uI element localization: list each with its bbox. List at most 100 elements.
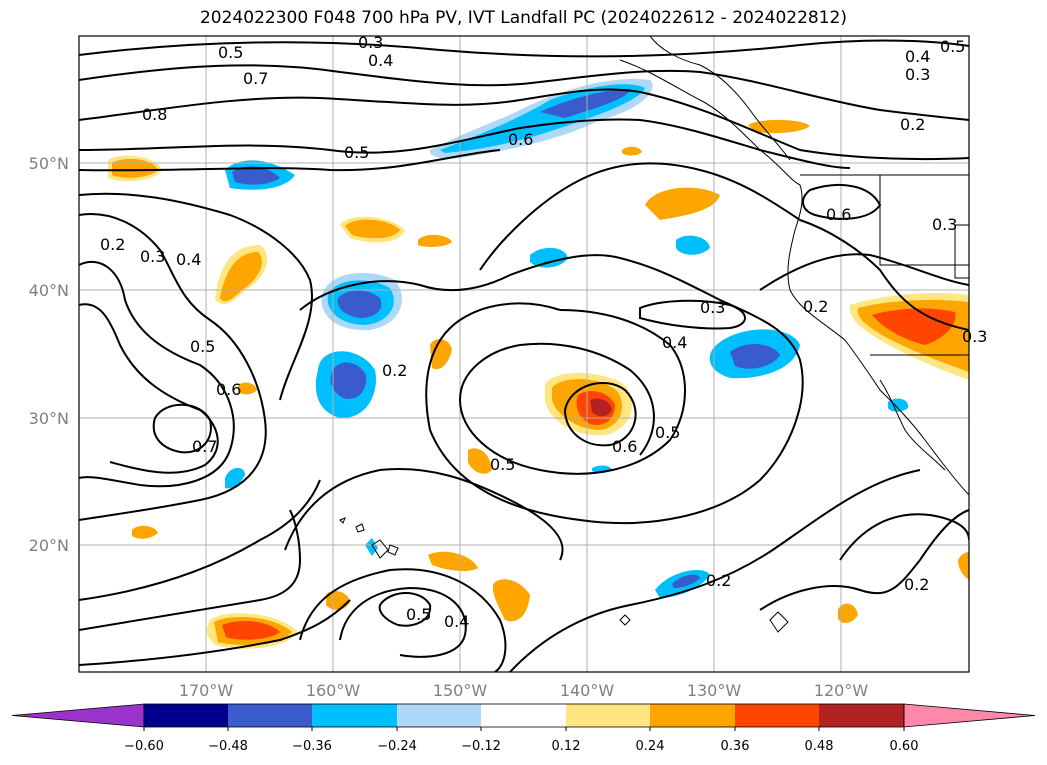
contour-label: 0.8 bbox=[142, 105, 167, 124]
pv-contours bbox=[79, 39, 969, 672]
contour-line bbox=[284, 468, 564, 561]
anomaly-blob bbox=[622, 146, 642, 156]
anomaly-blob bbox=[428, 551, 478, 572]
contour-line bbox=[802, 184, 882, 220]
anomaly-blob bbox=[225, 467, 245, 489]
contour-label: 0.3 bbox=[140, 247, 165, 266]
colorbar-tick-labels: −0.60 −0.48 −0.36 −0.24 −0.12 0.12 0.24 … bbox=[124, 739, 918, 754]
map-title: 2024022300 F048 700 hPa PV, IVT Landfall… bbox=[199, 8, 847, 28]
contour-label: 0.2 bbox=[382, 361, 407, 380]
contour-line bbox=[839, 513, 969, 561]
latitude-labels: 50°N 40°N 30°N 20°N bbox=[29, 154, 69, 555]
contour-label: 0.5 bbox=[190, 337, 215, 356]
contour-line bbox=[759, 509, 969, 611]
contour-line bbox=[79, 149, 501, 172]
contour-line bbox=[639, 299, 746, 330]
colorbar-tick-label: −0.60 bbox=[124, 739, 164, 754]
contour-label: 0.5 bbox=[406, 605, 431, 624]
contour-labels: 0.5 0.7 0.8 0.4 0.3 0.5 0.6 0.5 0.4 0.3 … bbox=[100, 33, 987, 631]
colorbar-tick-label: 0.48 bbox=[805, 739, 834, 754]
lon-label: 170°W bbox=[179, 681, 234, 700]
colorbar-tick-label: 0.12 bbox=[552, 739, 581, 754]
anomaly-blob bbox=[337, 290, 382, 318]
anomaly-blob bbox=[540, 89, 630, 118]
colorbar-segment bbox=[312, 704, 397, 727]
anomaly-blob bbox=[645, 187, 720, 220]
contour-label: 0.6 bbox=[826, 205, 851, 224]
island bbox=[355, 523, 365, 533]
contour-line bbox=[79, 39, 969, 58]
lat-label: 30°N bbox=[29, 409, 69, 428]
island bbox=[387, 544, 399, 556]
contour-label: 0.4 bbox=[368, 51, 393, 70]
anomaly-blob bbox=[958, 552, 969, 580]
contour-line bbox=[378, 592, 432, 627]
island bbox=[339, 517, 346, 524]
contour-line bbox=[339, 586, 467, 658]
graticule bbox=[79, 36, 969, 672]
contour-label: 0.2 bbox=[706, 571, 731, 590]
contour-line bbox=[79, 64, 969, 121]
anomaly-blob bbox=[530, 247, 568, 268]
colorbar-extend-max bbox=[903, 703, 1036, 728]
contour-line bbox=[79, 479, 321, 601]
anomaly-blob bbox=[238, 382, 257, 395]
contour-line bbox=[79, 260, 235, 488]
contour-label: 0.5 bbox=[218, 43, 243, 62]
anomaly-blob bbox=[330, 362, 367, 399]
anomaly-blob bbox=[492, 579, 530, 622]
anomaly-blob bbox=[672, 574, 700, 588]
colorbar-segment bbox=[228, 704, 312, 727]
island bbox=[371, 539, 389, 559]
anomaly-blob bbox=[730, 344, 780, 369]
colorbar-extend-min bbox=[11, 703, 145, 728]
contour-label: 0.3 bbox=[962, 327, 987, 346]
contour-line bbox=[79, 509, 302, 631]
colorbar-segment bbox=[650, 704, 735, 727]
colorbar-segment bbox=[144, 704, 228, 727]
colorbar-tick-label: −0.24 bbox=[377, 739, 417, 754]
contour-line bbox=[458, 309, 686, 475]
contour-label: 0.6 bbox=[508, 130, 533, 149]
colorbar-segment bbox=[481, 704, 566, 727]
anomaly-blob bbox=[468, 448, 492, 474]
anomaly-blob bbox=[365, 538, 378, 556]
island bbox=[769, 611, 789, 633]
map-frame bbox=[78, 35, 970, 673]
colorbar-tick-label: 0.36 bbox=[721, 739, 750, 754]
contour-label: 0.4 bbox=[662, 333, 687, 352]
colorbar-tick-label: −0.36 bbox=[292, 739, 332, 754]
contour-line bbox=[79, 213, 267, 521]
contour-label: 0.6 bbox=[216, 380, 241, 399]
contour-label: 0.5 bbox=[655, 423, 680, 442]
contour-line bbox=[79, 192, 313, 401]
lon-label: 150°W bbox=[433, 681, 488, 700]
contour-label: 0.2 bbox=[900, 115, 925, 134]
anomaly-blob bbox=[132, 525, 158, 539]
contour-label: 0.7 bbox=[243, 69, 268, 88]
contour-label: 0.3 bbox=[932, 215, 957, 234]
anomaly-blob bbox=[590, 398, 612, 417]
colorbar-segment bbox=[735, 704, 819, 727]
contour-label: 0.5 bbox=[940, 37, 965, 56]
state-border bbox=[954, 224, 969, 279]
lon-label: 140°W bbox=[560, 681, 615, 700]
contour-label: 0.3 bbox=[358, 33, 383, 52]
colorbar-segments bbox=[11, 703, 1036, 731]
contour-line bbox=[479, 162, 801, 271]
colorbar: −0.60 −0.48 −0.36 −0.24 −0.12 0.12 0.24 … bbox=[11, 703, 1036, 754]
anomaly-blob bbox=[345, 219, 400, 239]
lat-label: 50°N bbox=[29, 154, 69, 173]
contour-label: 0.2 bbox=[100, 235, 125, 254]
colorbar-outline bbox=[143, 703, 905, 728]
colorbar-segment bbox=[397, 704, 481, 727]
anomaly-blob bbox=[748, 119, 810, 134]
baja-coastline bbox=[879, 379, 946, 471]
contour-line bbox=[79, 599, 351, 666]
contour-line bbox=[519, 342, 655, 456]
anomaly-blob bbox=[418, 234, 452, 247]
contour-line bbox=[79, 118, 851, 169]
contour-line bbox=[509, 469, 921, 672]
lon-label: 120°W bbox=[814, 681, 869, 700]
